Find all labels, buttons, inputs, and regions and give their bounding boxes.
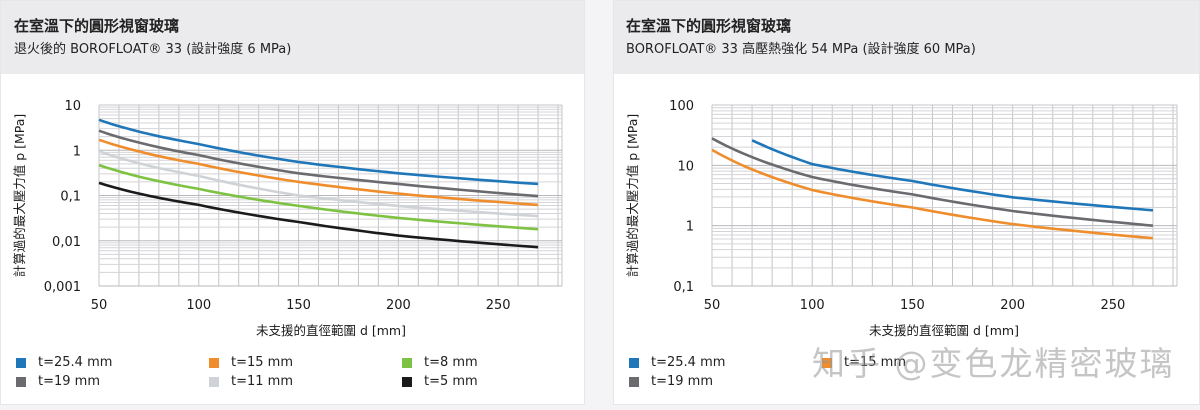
series-line [98, 118, 539, 186]
series-line [751, 139, 1154, 212]
legend-swatch-icon [629, 357, 639, 368]
x-tick-label: 50 [91, 298, 108, 313]
chart-subtitle: 退火後的 BOROFLOAT® 33 (設計強度 6 MPa) [14, 42, 292, 57]
series-line [711, 137, 1154, 227]
legend-swatch-icon [402, 357, 412, 368]
legend-label: t=19 mm [38, 374, 100, 389]
legend-item: t=15 mm [209, 355, 293, 370]
legend-item: t=5 mm [402, 374, 478, 389]
chart-panel-tempered: 在室溫下的圓形視窗玻璃 BOROFLOAT® 33 高壓熱強化 54 MPa (… [613, 0, 1200, 405]
legend-label: t=8 mm [424, 355, 478, 370]
legend-item: t=11 mm [209, 374, 293, 389]
legend-swatch-icon [209, 357, 219, 368]
legend-swatch-icon [629, 376, 639, 387]
series-line [98, 129, 539, 198]
x-tick-label: 50 [704, 298, 721, 313]
x-axis-title: 未支援的直徑範圍 d [mm] [256, 323, 406, 338]
legend-label: t=25.4 mm [38, 355, 113, 370]
grid [98, 104, 563, 287]
legend-swatch-icon [822, 357, 832, 368]
x-tick-label: 200 [1000, 298, 1025, 313]
series-line [711, 148, 1154, 240]
y-axis-title: 計算過的最大壓力值 p [MPa] [12, 114, 27, 278]
grid [711, 104, 1178, 287]
x-tick-label: 250 [1100, 298, 1125, 313]
legend-item: t=15 mm [822, 355, 906, 370]
legend-swatch-icon [209, 376, 219, 387]
chart-title: 在室溫下的圓形視窗玻璃 [626, 17, 792, 35]
legend-label: t=5 mm [424, 374, 478, 389]
series-line [98, 150, 539, 218]
panel-header: 在室溫下的圓形視窗玻璃 退火後的 BOROFLOAT® 33 (設計強度 6 M… [1, 1, 584, 74]
legend-label: t=25.4 mm [651, 355, 726, 370]
y-tick-label: 1 [686, 220, 694, 235]
y-tick-label: 0,01 [52, 235, 81, 250]
x-tick-label: 250 [486, 298, 511, 313]
y-tick-label: 10 [64, 99, 81, 114]
y-tick-label: 100 [669, 99, 694, 114]
legend-item: t=19 mm [629, 374, 713, 389]
series-line [98, 163, 539, 231]
legend-label: t=11 mm [231, 374, 293, 389]
y-tick-label: 0,1 [673, 280, 694, 295]
legend-item: t=19 mm [16, 374, 100, 389]
x-tick-label: 150 [286, 298, 311, 313]
watermark: 知乎 @变色龙精密玻璃 [812, 344, 1175, 383]
legend-label: t=19 mm [651, 374, 713, 389]
chart-title: 在室溫下的圓形視窗玻璃 [14, 17, 180, 35]
y-tick-label: 1 [73, 144, 81, 159]
x-axis-title: 未支援的直徑範圍 d [mm] [869, 323, 1019, 338]
legend-swatch-icon [16, 357, 26, 368]
legend-item: t=25.4 mm [629, 355, 725, 370]
x-tick-label: 200 [386, 298, 411, 313]
y-tick-label: 0,1 [60, 190, 81, 205]
series-line [98, 181, 539, 249]
legend-item: t=8 mm [402, 355, 478, 370]
chart-subtitle: BOROFLOAT® 33 高壓熱強化 54 MPa (設計強度 60 MPa) [626, 42, 976, 57]
pressure-chart-annealed: 10 1 0,1 0,01 0,001 50 100 150 200 250 未支援的直徑範圍 d … [12, 99, 563, 338]
y-tick-label: 0,001 [44, 280, 81, 295]
x-tick-label: 100 [186, 298, 211, 313]
legend-swatch-icon [402, 376, 412, 387]
x-tick-label: 100 [800, 298, 825, 313]
chart-panel-annealed: 在室溫下的圓形視窗玻璃 退火後的 BOROFLOAT® 33 (設計強度 6 M… [0, 0, 585, 405]
pressure-chart-tempered: 100 10 1 0,1 50 100 150 200 250 未支援的直徑範圍 d [mm] 計算… [625, 99, 1178, 338]
y-tick-label: 10 [677, 159, 694, 174]
legend-label: t=15 mm [844, 355, 906, 370]
panel-header: 在室溫下的圓形視窗玻璃 BOROFLOAT® 33 高壓熱強化 54 MPa (… [614, 1, 1199, 74]
legend-label: t=15 mm [231, 355, 293, 370]
legend-item: t=25.4 mm [16, 355, 112, 370]
series-line [98, 138, 539, 207]
y-axis-title: 計算過的最大壓力值 p [MPa] [625, 114, 640, 278]
x-tick-label: 150 [900, 298, 925, 313]
legend-swatch-icon [16, 376, 26, 387]
